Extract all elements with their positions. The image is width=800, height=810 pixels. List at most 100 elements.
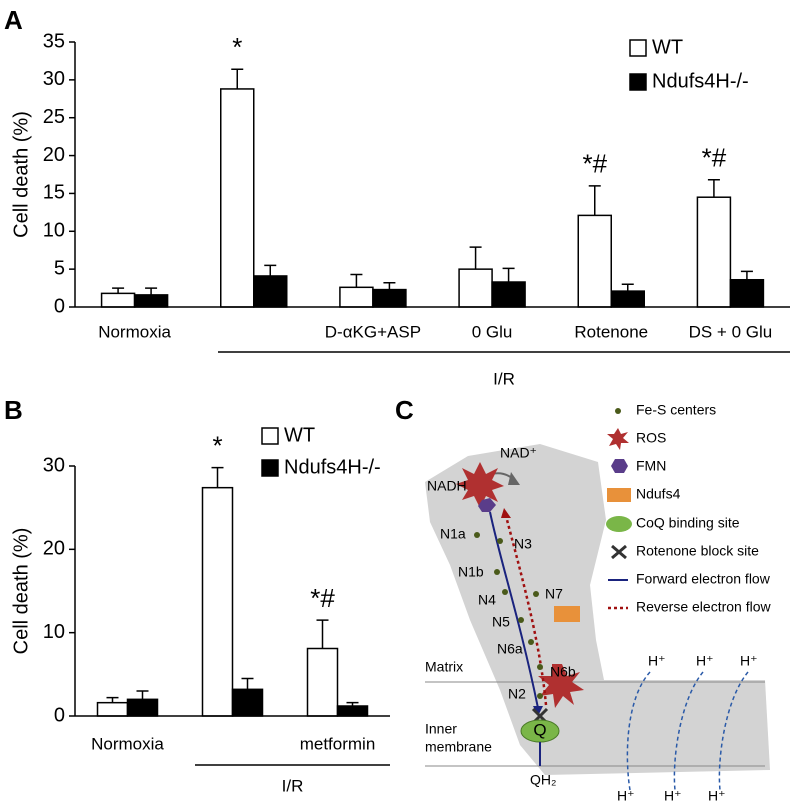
label: N6a <box>497 641 523 657</box>
bar <box>126 698 159 717</box>
error-bar <box>136 690 149 700</box>
group-label: I/R <box>282 776 304 795</box>
legend-icon <box>611 544 627 560</box>
legend-swatch <box>629 73 647 91</box>
x-tick-label: Normoxia <box>91 734 164 753</box>
y-tick-label: 25 <box>43 106 65 128</box>
legend-label: Forward electron flow <box>636 571 771 587</box>
error-bar <box>241 677 254 690</box>
legend-label: Ndufs4H-/- <box>652 70 749 92</box>
legend-icon <box>607 428 629 450</box>
label: membrane <box>425 739 492 755</box>
legend-icon <box>606 516 632 532</box>
error-bar <box>316 619 329 649</box>
membrane-complex <box>425 444 770 775</box>
label: Q <box>533 720 546 739</box>
error-bar <box>740 270 753 280</box>
error-bar <box>621 283 634 292</box>
error-bar <box>469 246 482 270</box>
error-bar <box>211 466 224 488</box>
legend-label: Ndufs4 <box>636 486 681 502</box>
significance: *# <box>310 583 335 613</box>
bar <box>253 275 288 308</box>
error-bar <box>383 282 396 290</box>
error-bar <box>502 267 515 283</box>
legend-icon <box>611 459 628 473</box>
panel-label: C <box>395 395 414 425</box>
label: NADH <box>427 478 467 494</box>
legend-label: WT <box>284 424 315 446</box>
label: Matrix <box>425 659 463 675</box>
y-tick-label: 20 <box>43 144 65 166</box>
fe-s-centers <box>474 532 543 699</box>
legend-label: WT <box>652 36 683 58</box>
fmn <box>478 498 496 512</box>
label: Inner <box>425 721 457 737</box>
y-tick-label: 15 <box>43 182 65 204</box>
y-axis-title: Cell death (%) <box>10 528 32 655</box>
ndufs4 <box>554 606 580 622</box>
arrowhead <box>508 472 520 485</box>
y-tick-label: 0 <box>54 704 65 726</box>
y-tick-label: 30 <box>43 68 65 90</box>
error-bar <box>231 68 244 89</box>
legend-label: Reverse electron flow <box>636 599 772 615</box>
error-bar <box>588 185 601 216</box>
label: QH₂ <box>530 772 556 788</box>
label: N3 <box>514 536 532 552</box>
x-tick-label: metformin <box>300 734 376 753</box>
arrowhead <box>501 508 511 518</box>
panel-label: A <box>4 5 23 35</box>
panel-label: B <box>4 395 23 425</box>
y-tick-label: 30 <box>43 454 65 476</box>
error-bar <box>145 287 158 295</box>
label: N2 <box>508 686 526 702</box>
bar <box>201 486 234 717</box>
label: H⁺ <box>696 653 714 669</box>
forward-flow <box>489 511 539 709</box>
bar <box>133 294 169 308</box>
legend-icon <box>607 488 631 502</box>
error-bar <box>346 701 359 706</box>
legend-label: CoQ binding site <box>636 515 740 531</box>
bar <box>696 196 732 308</box>
bar <box>231 688 264 717</box>
legend-label: Ndufs4H-/- <box>284 456 381 478</box>
y-tick-label: 10 <box>43 621 65 643</box>
label: H⁺ <box>740 653 758 669</box>
legend-swatch <box>261 459 279 477</box>
error-bar <box>707 179 720 198</box>
label: H⁺ <box>648 653 666 669</box>
x-tick-label: Normoxia <box>98 322 171 341</box>
bar <box>339 286 374 308</box>
bar <box>458 268 493 308</box>
label: NAD⁺ <box>500 445 537 461</box>
y-tick-label: 35 <box>43 30 65 52</box>
legend-label: FMN <box>636 458 666 474</box>
group-label: I/R <box>493 369 515 388</box>
error-bar <box>350 273 363 288</box>
bar <box>100 292 136 308</box>
bar <box>729 278 765 308</box>
bar <box>336 705 369 717</box>
ros <box>538 664 584 708</box>
label: N6b <box>550 664 576 680</box>
bar <box>372 288 407 308</box>
error-bar <box>106 696 119 703</box>
bar <box>491 281 526 308</box>
legend-icon <box>615 408 621 414</box>
label: N4 <box>478 592 496 608</box>
label: N5 <box>492 614 510 630</box>
significance: * <box>232 32 242 62</box>
label: H⁺ <box>617 788 635 804</box>
significance: *# <box>582 149 607 179</box>
legend-label: Fe-S centers <box>636 402 716 418</box>
legend-label: Rotenone block site <box>636 543 759 559</box>
y-tick-label: 10 <box>43 220 65 242</box>
bar <box>220 88 255 308</box>
y-tick-label: 20 <box>43 538 65 560</box>
error-bar <box>112 287 125 294</box>
x-tick-label: Rotenone <box>574 322 648 341</box>
bar <box>96 701 129 717</box>
